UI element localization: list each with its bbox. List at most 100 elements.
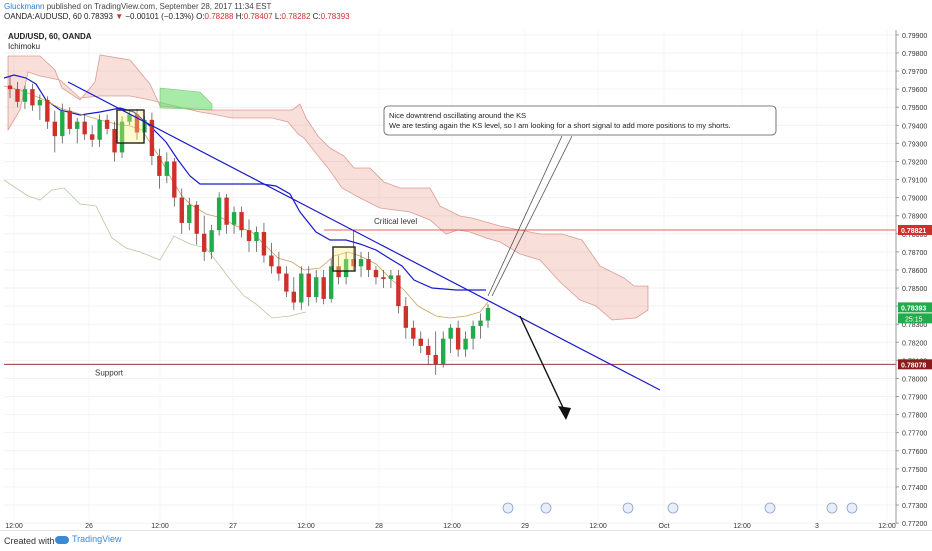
x-tick-label: 12:00: [878, 523, 896, 530]
candle-body: [104, 119, 110, 129]
y-tick-label: 0.79800: [902, 51, 927, 58]
candle-body: [134, 114, 140, 133]
candle-body: [239, 212, 244, 231]
candle-body: [403, 306, 409, 328]
open-value: 0.78288: [204, 12, 234, 21]
countdown-text: 25:15: [905, 316, 923, 323]
candle-body: [381, 277, 386, 279]
x-tick-label: 3: [815, 523, 819, 530]
candle-body: [336, 266, 341, 278]
chart-title: AUD/USD, 60, OANDA: [8, 32, 92, 41]
direction-arrow: [519, 315, 567, 415]
x-tick-label: 12:00: [151, 523, 169, 530]
candle-body: [97, 119, 102, 140]
candle-body: [261, 231, 267, 256]
y-tick-label: 0.78600: [902, 268, 927, 275]
callout-pointer: [487, 135, 563, 297]
author-link[interactable]: Gluckmann: [4, 2, 45, 11]
event-flag-icon: [502, 502, 514, 514]
low-value: 0.78282: [281, 12, 311, 21]
candle-body: [396, 275, 401, 307]
x-tick-label: 12:00: [5, 523, 23, 530]
y-tick-label: 0.79200: [902, 159, 927, 166]
support-label: Support: [95, 368, 124, 377]
candle-body: [269, 255, 274, 267]
footer: Created with TradingView: [0, 530, 932, 551]
candle-body: [194, 204, 199, 234]
candle-body: [209, 230, 214, 252]
candle-body: [157, 156, 162, 176]
x-tick-label: 28: [375, 523, 383, 530]
x-tick-label: 29: [521, 523, 529, 530]
y-tick-label: 0.77700: [902, 431, 927, 438]
y-tick-label: 0.77500: [902, 467, 927, 474]
candle-body: [7, 85, 13, 90]
candles: [7, 76, 491, 375]
candle-body: [37, 99, 43, 106]
annotation-callout: [383, 105, 777, 136]
x-tick-label: 12:00: [297, 523, 315, 530]
y-tick-label: 0.78800: [902, 232, 927, 239]
y-tick-label: 0.79900: [902, 33, 927, 40]
candle-body: [343, 259, 349, 278]
candle-body: [418, 338, 423, 346]
y-tick-label: 0.78200: [902, 340, 927, 347]
symbol-label: OANDA:AUDUSD, 60: [4, 12, 82, 21]
y-tick-label: 0.77600: [902, 449, 927, 456]
tradingview-logo[interactable]: TradingView: [55, 534, 122, 544]
candle-body: [463, 338, 468, 350]
event-flag-icon: [764, 502, 776, 514]
candle-body: [30, 89, 35, 106]
highlight-box: [332, 246, 356, 272]
symbol-info: OANDA:AUDUSD, 60 0.78393 ▼ −0.00101 (−0.…: [4, 12, 350, 21]
downtrend-line: [67, 81, 661, 391]
x-tick-label: 27: [229, 523, 237, 530]
candle-body: [328, 266, 334, 299]
ichimoku-cloud: [7, 54, 649, 321]
candle-body: [358, 259, 364, 267]
event-flag-icon: [622, 502, 634, 514]
y-tick-label: 0.77800: [902, 413, 927, 420]
y-tick-label: 0.77900: [902, 395, 927, 402]
y-tick-label: 0.79100: [902, 178, 927, 185]
candle-body: [127, 114, 132, 122]
candle-body: [299, 273, 304, 303]
candle-body: [149, 119, 155, 157]
high-value: 0.78407: [243, 12, 273, 21]
countdown-tag: [898, 313, 932, 324]
drawings: Nice downtrend oscillating around the KS…: [67, 81, 858, 514]
high-label: H:: [235, 12, 244, 21]
event-flag-icon: [667, 502, 679, 514]
low-label: L:: [274, 12, 282, 21]
candle-body: [201, 233, 207, 252]
candle-body: [478, 320, 483, 327]
price-tag-text: 0.78078: [901, 362, 926, 369]
callout-pointer: [491, 135, 573, 297]
candle-body: [411, 327, 416, 339]
candle-body: [373, 269, 379, 278]
candle-body: [52, 121, 58, 137]
candle-body: [112, 128, 117, 153]
candle-body: [485, 307, 491, 321]
candle-body: [246, 230, 252, 242]
x-tick-label: 12:00: [733, 523, 751, 530]
y-tick-label: 0.79600: [902, 87, 927, 94]
x-tick-label: Oct: [659, 523, 670, 530]
candle-body: [426, 345, 431, 355]
candle-body: [321, 277, 326, 299]
candle-body: [254, 231, 259, 242]
candle-body: [276, 266, 282, 274]
candle-body: [60, 110, 65, 137]
candle-body: [448, 327, 453, 339]
y-tick-label: 0.79500: [902, 105, 927, 112]
event-flag-icon: [846, 502, 858, 514]
indicator-label: Ichimoku: [8, 42, 40, 51]
candle-body: [179, 197, 184, 223]
price-tag: [898, 302, 932, 313]
y-tick-label: 0.77200: [902, 521, 927, 528]
plot-background: [4, 30, 896, 526]
candle-body: [351, 259, 356, 267]
y-tick-label: 0.78500: [902, 286, 927, 293]
candle-body: [67, 110, 72, 129]
price-chart[interactable]: Critical level Support Nice downtrend osc…: [0, 24, 932, 530]
